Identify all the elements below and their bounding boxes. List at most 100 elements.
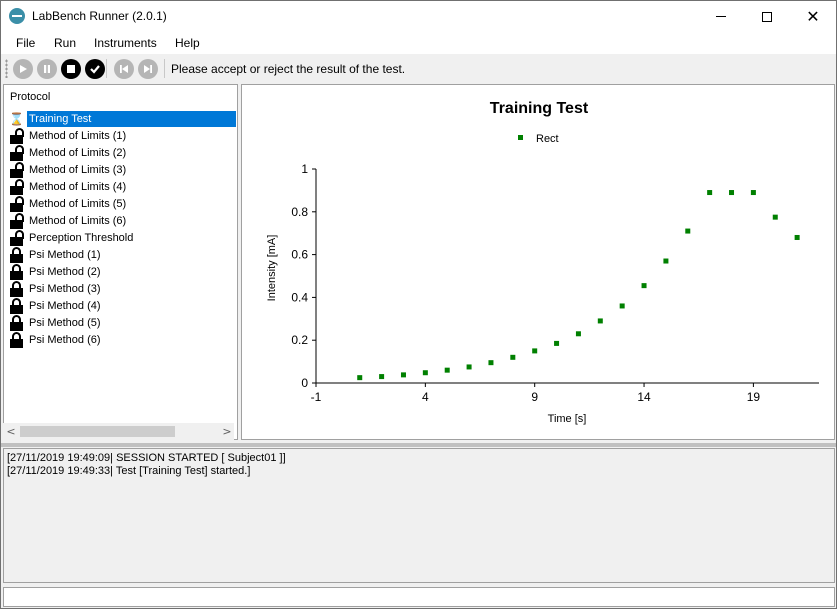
close-icon: ✕ [806,6,820,26]
scroll-left-icon[interactable]: < [6,425,16,438]
protocol-item[interactable]: Psi Method (3) [10,280,236,297]
protocol-item-label: Method of Limits (6) [29,214,127,227]
data-point [422,370,428,376]
data-point [510,354,516,360]
protocol-item[interactable]: ⌛ Training Test [9,110,236,127]
maximize-icon [762,11,772,22]
protocol-item-label: Training Test [27,110,236,127]
command-input[interactable] [3,587,835,607]
protocol-item[interactable]: Psi Method (1) [10,246,236,263]
lock-open-icon [10,195,24,212]
protocol-item[interactable]: Method of Limits (4) [10,178,236,195]
protocol-item[interactable]: Psi Method (5) [10,314,236,331]
x-axis-label: Time [s] [548,413,587,425]
x-tick-label: 19 [747,390,761,404]
next-button[interactable] [138,59,158,79]
data-point [532,348,538,354]
minimize-button[interactable] [698,1,744,32]
protocol-item[interactable]: Perception Threshold [10,229,236,246]
maximize-button[interactable] [744,1,790,32]
data-point [729,190,735,196]
play-icon [20,65,27,73]
data-points [357,190,800,381]
lock-open-icon [10,229,24,246]
play-button[interactable] [13,59,33,79]
protocol-item[interactable]: Psi Method (6) [10,331,236,348]
toolbar-status-text: Please accept or reject the result of th… [171,62,406,76]
chart-title: Training Test [490,100,589,117]
training-test-chart: Training Test Rect 0 0.2 0.4 0.6 0.8 1 -1 4 9 14 1… [266,100,819,425]
minimize-icon [716,16,726,17]
toolbar-separator [164,59,165,78]
lock-closed-icon [10,280,23,297]
protocol-item-label: Method of Limits (5) [29,197,127,210]
legend-marker [518,135,523,140]
protocol-item[interactable]: Method of Limits (6) [10,212,236,229]
x-tick-label: 14 [637,390,651,404]
lock-open-icon [10,161,24,178]
menu-run[interactable]: Run [54,36,77,50]
protocol-item-label: Psi Method (6) [29,333,101,346]
scrollbar-thumb[interactable] [20,426,175,437]
menu-instruments[interactable]: Instruments [94,36,157,50]
y-axis-label: Intensity [mA] [266,235,278,302]
data-point [554,340,560,346]
toolbar-separator [106,59,107,78]
protocol-hscrollbar[interactable]: < > [3,423,234,440]
protocol-item[interactable]: Method of Limits (3) [10,161,236,178]
protocol-item-label: Method of Limits (2) [29,146,127,159]
lock-open-icon [10,178,24,195]
pause-button[interactable] [37,59,57,79]
window-title: LabBench Runner (2.0.1) [32,9,167,23]
legend-label: Rect [536,133,559,145]
log-line: [27/11/2019 19:49:33| Test [Training Tes… [7,465,251,477]
panel-splitter[interactable] [1,443,836,447]
data-point [466,364,472,370]
app-logo-icon [9,8,25,24]
skip-forward-icon [144,65,152,73]
protocol-item[interactable]: Method of Limits (5) [10,195,236,212]
accept-button[interactable] [85,59,105,79]
data-point [619,303,625,309]
checkmark-icon [90,65,100,74]
protocol-item-label: Psi Method (1) [29,248,101,261]
protocol-title: Protocol [10,91,51,103]
lock-open-icon [10,144,24,161]
protocol-item-label: Psi Method (4) [29,299,101,312]
data-point [488,360,494,366]
protocol-panel: Protocol ⌛ Training Test Method of Limits … [3,84,238,440]
hourglass-icon: ⌛ [9,111,24,126]
stop-icon [67,65,75,73]
data-point [707,190,713,196]
data-point [685,228,691,234]
lock-closed-icon [10,297,23,314]
y-tick-label: 0.6 [291,248,308,262]
protocol-item[interactable]: Method of Limits (2) [10,144,236,161]
menu-file[interactable]: File [16,36,36,50]
stop-button[interactable] [61,59,81,79]
chart-panel: Training Test Rect 0 0.2 0.4 0.6 0.8 1 -1 4 9 14 1… [241,84,835,440]
protocol-item[interactable]: Method of Limits (1) [10,127,236,144]
protocol-item-label: Method of Limits (4) [29,180,127,193]
lock-closed-icon [10,246,23,263]
x-tick-label: 4 [422,390,429,404]
y-tick-label: 0.2 [291,333,308,347]
title-bar[interactable]: LabBench Runner (2.0.1) ✕ [1,1,836,32]
data-point [663,258,669,264]
scroll-right-icon[interactable]: > [222,425,232,438]
chart-axes: 0 0.2 0.4 0.6 0.8 1 -1 4 9 14 19 [291,162,819,404]
protocol-item-label: Method of Limits (1) [29,129,127,142]
protocol-item[interactable]: Psi Method (4) [10,297,236,314]
y-tick-label: 0.8 [291,205,308,219]
menu-help[interactable]: Help [175,36,200,50]
x-tick-label: 9 [531,390,538,404]
protocol-item[interactable]: Psi Method (2) [10,263,236,280]
previous-button[interactable] [114,59,134,79]
lock-closed-icon [10,314,23,331]
protocol-item-label: Perception Threshold [29,231,134,244]
close-button[interactable]: ✕ [790,1,836,32]
lock-closed-icon [10,331,23,348]
protocol-item-label: Psi Method (2) [29,265,101,278]
toolbar-grip[interactable] [5,59,8,78]
